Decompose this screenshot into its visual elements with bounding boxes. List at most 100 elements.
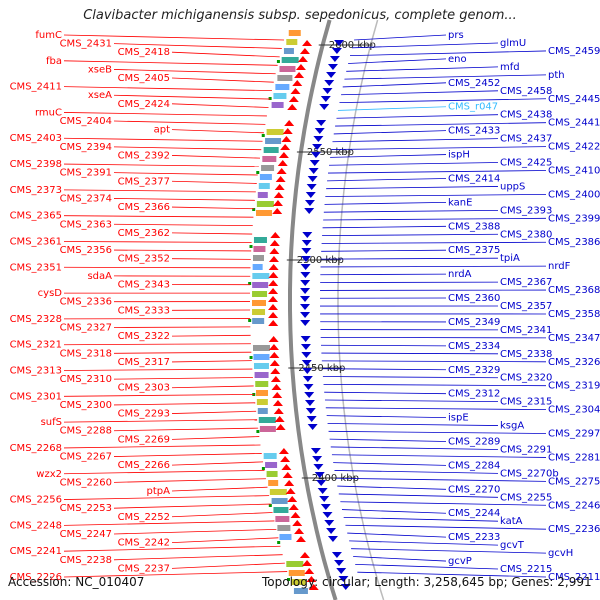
forward-gene-arrow: [327, 536, 338, 542]
forward-gene-arrow: [319, 496, 330, 502]
gene-label-left: CMS_2365: [10, 211, 62, 222]
forward-gene-arrow: [304, 392, 315, 398]
right-leader-line: [323, 209, 499, 213]
gene-label-left: CMS_2377: [118, 176, 170, 187]
right-leader-line: [330, 154, 447, 158]
left-leader-line: [171, 410, 257, 414]
scale-tick-label: 2400 kbp: [312, 473, 359, 484]
left-leader-line: [171, 537, 279, 543]
right-leader-line: [321, 352, 499, 355]
gene-label-right: eno: [448, 54, 467, 65]
feature-block: [275, 516, 290, 522]
feature-block: [277, 525, 291, 531]
right-leader-line: [351, 42, 499, 49]
feature-block: [253, 345, 271, 351]
reverse-gene-arrow: [282, 472, 293, 478]
gene-label-left: CMS_2267: [60, 452, 112, 463]
forward-gene-arrow: [300, 336, 311, 342]
left-leader-line: [113, 377, 253, 380]
gene-label-right: CMS_2414: [448, 173, 500, 184]
gene-label-right: CMS_2441: [548, 118, 600, 129]
gene-label-left: fumC: [35, 30, 62, 41]
right-leader-line: [322, 225, 447, 229]
gene-label-right: CMS_2270: [448, 484, 500, 495]
right-leader-line: [320, 265, 547, 268]
gene-label-right: CMS_2281: [548, 452, 600, 463]
left-leader-line: [113, 249, 252, 252]
left-leader-line: [63, 444, 261, 449]
forward-gene-arrow: [300, 304, 311, 310]
feature-block: [253, 354, 270, 360]
left-leader-line: [113, 427, 259, 432]
feature-block: [259, 426, 276, 432]
feature-block: [266, 129, 284, 135]
gc-marker: [277, 541, 281, 544]
left-leader-line: [113, 402, 256, 406]
reverse-gene-arrow: [308, 584, 319, 590]
right-leader-line: [351, 548, 547, 554]
reverse-gene-arrow: [281, 464, 292, 470]
reverse-gene-arrow: [268, 256, 279, 262]
reverse-gene-arrow: [268, 304, 279, 310]
reverse-gene-arrow: [282, 128, 293, 134]
forward-gene-arrow: [310, 152, 321, 158]
feature-block: [257, 408, 268, 414]
forward-gene-arrow: [300, 320, 311, 326]
gene-label-left: rmuC: [35, 107, 62, 118]
gene-label-right: CMS_2338: [500, 349, 552, 360]
right-leader-line: [342, 82, 447, 88]
forward-gene-arrow: [304, 208, 315, 214]
feature-block: [288, 570, 305, 576]
feature-block: [283, 48, 294, 54]
gene-label-right: CMS_2291: [500, 444, 552, 455]
feature-block: [286, 561, 304, 567]
gene-label-left: CMS_2391: [60, 168, 112, 179]
gc-marker: [268, 504, 272, 507]
gene-label-right: CMS_2319: [548, 381, 600, 392]
feature-block: [262, 156, 277, 162]
gene-label-right: CMS_2315: [500, 397, 552, 408]
right-leader-line: [322, 368, 447, 371]
feature-block: [263, 453, 277, 459]
gene-label-left: CMS_2256: [10, 495, 62, 506]
gene-label-right: gcvT: [500, 540, 525, 551]
gene-label-right: CMS_2320: [500, 373, 552, 384]
reverse-gene-arrow: [268, 280, 279, 286]
feature-block: [252, 282, 269, 288]
feature-block: [253, 255, 265, 261]
reverse-gene-arrow: [292, 80, 303, 86]
reverse-gene-arrow: [295, 64, 306, 70]
left-leader-line: [113, 120, 266, 125]
left-leader-line: [171, 334, 251, 337]
left-leader-line: [171, 232, 253, 235]
gc-marker: [249, 356, 253, 359]
left-leader-line: [113, 94, 271, 100]
feature-block: [253, 363, 269, 369]
reverse-gene-arrow: [287, 104, 298, 110]
gc-marker: [287, 578, 291, 581]
forward-gene-arrow: [307, 424, 318, 430]
forward-gene-arrow: [326, 72, 337, 78]
reverse-gene-arrow: [294, 528, 305, 534]
gene-label-right: CMS_2255: [500, 492, 552, 503]
forward-gene-arrow: [327, 64, 338, 70]
forward-gene-arrow: [316, 480, 327, 486]
right-leader-line: [325, 407, 547, 411]
gene-label-right: CMS_2329: [448, 365, 500, 376]
right-leader-line: [347, 532, 447, 538]
gene-label-left: CMS_2405: [118, 73, 170, 84]
forward-gene-arrow: [309, 160, 320, 166]
reverse-gene-arrow: [268, 312, 279, 318]
left-leader-line: [171, 155, 261, 159]
right-leader-line: [321, 360, 547, 363]
left-leader-line: [63, 419, 258, 423]
gene-label-right: CMS_2357: [500, 301, 552, 312]
right-leader-line: [334, 470, 499, 474]
gene-label-left: CMS_2310: [60, 374, 112, 385]
feature-block: [258, 183, 270, 189]
feature-block: [273, 507, 289, 513]
gene-label-right: CMS_2459: [548, 46, 600, 57]
forward-gene-arrow: [313, 136, 324, 142]
forward-gene-arrow: [305, 192, 316, 198]
reverse-gene-arrow: [304, 568, 315, 574]
